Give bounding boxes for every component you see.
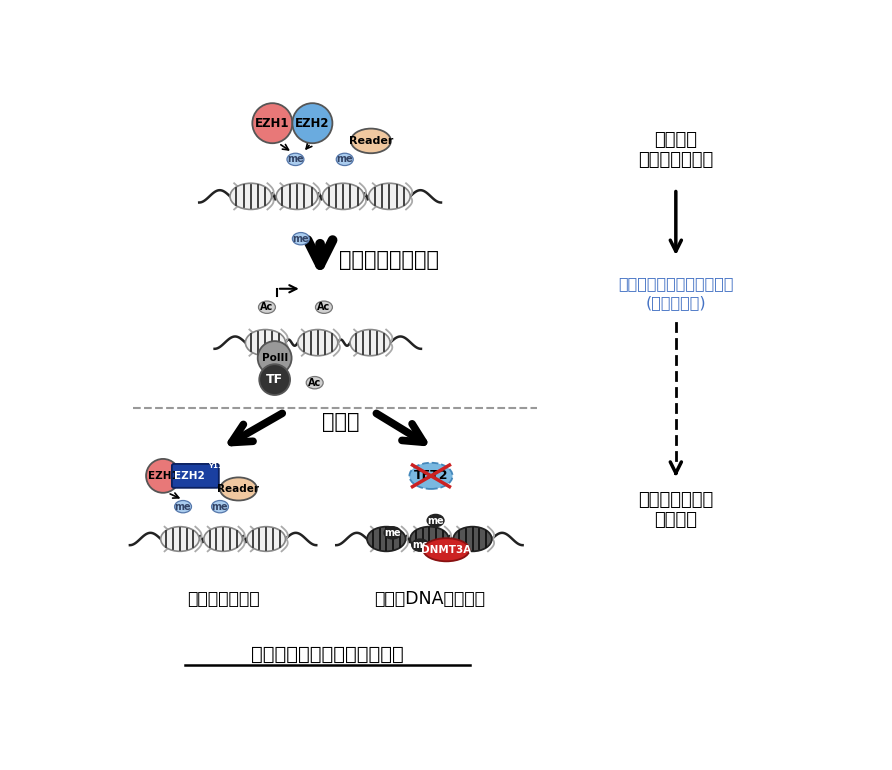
Ellipse shape	[277, 183, 318, 209]
Ellipse shape	[220, 477, 257, 500]
Ellipse shape	[351, 330, 390, 356]
Text: クロマチン構造: クロマチン構造	[638, 151, 714, 169]
Text: me: me	[211, 502, 228, 511]
Text: DNMT3A: DNMT3A	[421, 545, 472, 554]
Text: 凝集した: 凝集した	[655, 131, 698, 149]
Text: TF: TF	[266, 373, 284, 386]
Text: 標的分子の変異: 標的分子の変異	[186, 590, 260, 608]
Circle shape	[146, 459, 180, 493]
Text: Ac: Ac	[318, 303, 331, 312]
Ellipse shape	[293, 233, 310, 245]
Circle shape	[258, 341, 292, 375]
Text: EZH2: EZH2	[295, 117, 330, 129]
Text: 耐性化: 耐性化	[322, 412, 359, 432]
Ellipse shape	[368, 183, 410, 209]
Ellipse shape	[427, 514, 444, 527]
Ellipse shape	[384, 527, 401, 539]
Ellipse shape	[175, 500, 192, 513]
Ellipse shape	[410, 527, 449, 551]
Text: me: me	[293, 234, 310, 243]
FancyBboxPatch shape	[172, 464, 219, 488]
Text: PolII: PolII	[261, 353, 288, 363]
Circle shape	[293, 103, 333, 143]
Ellipse shape	[306, 377, 323, 389]
Circle shape	[252, 103, 293, 143]
Ellipse shape	[412, 539, 429, 551]
Text: Y111X: Y111X	[209, 463, 234, 469]
Text: EZH1: EZH1	[255, 117, 290, 129]
Ellipse shape	[336, 153, 353, 166]
Text: Ac: Ac	[260, 303, 274, 312]
Text: EZH2: EZH2	[174, 471, 204, 480]
Ellipse shape	[409, 463, 452, 489]
Ellipse shape	[259, 301, 276, 313]
Text: me: me	[175, 502, 192, 511]
Ellipse shape	[322, 183, 364, 209]
Ellipse shape	[298, 330, 338, 356]
Text: がん抑制遺伝子の発現誘導: がん抑制遺伝子の発現誘導	[618, 276, 733, 291]
Text: (臨床的効果): (臨床的効果)	[646, 295, 706, 310]
Text: EZH1: EZH1	[148, 471, 178, 480]
Ellipse shape	[245, 330, 285, 356]
Ellipse shape	[351, 129, 391, 153]
Text: 異常なDNAメチル化: 異常なDNAメチル化	[374, 590, 485, 608]
Text: me: me	[336, 155, 353, 164]
Text: クロマチン構造: クロマチン構造	[638, 491, 714, 510]
Ellipse shape	[287, 153, 304, 166]
Text: me: me	[287, 155, 304, 164]
Text: 数百種類のがん抑制遺伝子座: 数百種類のがん抑制遺伝子座	[252, 645, 404, 664]
Ellipse shape	[211, 500, 228, 513]
Ellipse shape	[230, 183, 271, 209]
Ellipse shape	[161, 527, 199, 551]
Text: TET2: TET2	[414, 470, 448, 482]
Circle shape	[260, 364, 290, 395]
Text: me: me	[412, 541, 428, 550]
Text: Reader: Reader	[218, 484, 260, 494]
Text: Ac: Ac	[308, 378, 321, 387]
Text: me: me	[427, 516, 444, 525]
Ellipse shape	[316, 301, 333, 313]
Text: Reader: Reader	[349, 136, 393, 146]
Ellipse shape	[247, 527, 285, 551]
Ellipse shape	[453, 527, 491, 551]
Text: me: me	[384, 528, 401, 537]
Text: バレメトスタット: バレメトスタット	[339, 250, 440, 270]
Ellipse shape	[424, 538, 469, 561]
Ellipse shape	[203, 527, 243, 551]
Text: の再凝集: の再凝集	[655, 511, 698, 529]
Ellipse shape	[368, 527, 406, 551]
